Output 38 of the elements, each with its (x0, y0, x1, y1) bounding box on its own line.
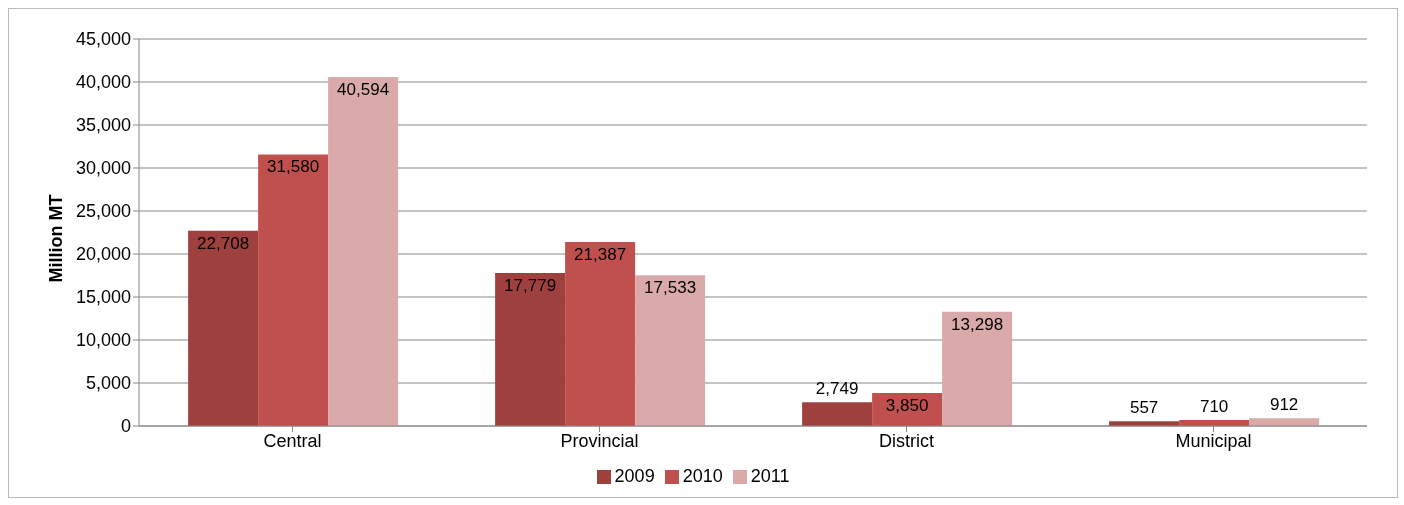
bar (802, 402, 873, 426)
y-tick-label: 40,000 (75, 72, 131, 93)
data-label: 22,708 (197, 233, 250, 253)
data-label: 710 (1199, 396, 1229, 416)
legend-label: 2009 (614, 466, 655, 486)
x-tick-label: Municipal (1175, 430, 1252, 451)
data-label: 17,779 (504, 276, 557, 296)
y-tick-label: 10,000 (75, 330, 131, 351)
y-tick-label: 25,000 (75, 201, 131, 222)
y-axis-title: Million MT (46, 194, 67, 283)
y-tick-label: 45,000 (75, 29, 131, 50)
data-label: 13,298 (951, 314, 1004, 334)
bar (942, 311, 1013, 426)
bar (188, 230, 259, 426)
y-tick-label: 0 (120, 416, 131, 437)
y-tick-label: 35,000 (75, 115, 131, 136)
x-tick-label: Provincial (560, 430, 639, 451)
legend-label: 2010 (682, 466, 723, 486)
y-tick-label: 15,000 (75, 287, 131, 308)
data-label: 557 (1129, 398, 1159, 418)
data-label: 21,387 (574, 245, 627, 265)
data-label: 2,749 (815, 379, 859, 399)
y-tick-label: 5,000 (85, 373, 131, 394)
bar (258, 154, 329, 426)
legend-label: 2011 (750, 466, 790, 486)
y-tick-label: 20,000 (75, 244, 131, 265)
x-tick-label: District (879, 430, 934, 451)
bar (495, 273, 566, 426)
bar (328, 76, 399, 426)
x-tick-label: Central (263, 430, 322, 451)
data-label: 31,580 (267, 157, 320, 177)
data-label: 17,533 (644, 278, 697, 298)
data-label: 40,594 (337, 79, 390, 99)
data-label: 912 (1269, 395, 1299, 415)
bar (565, 242, 636, 426)
bar (635, 275, 706, 426)
y-tick-label: 30,000 (75, 158, 131, 179)
data-label: 3,850 (885, 395, 929, 415)
